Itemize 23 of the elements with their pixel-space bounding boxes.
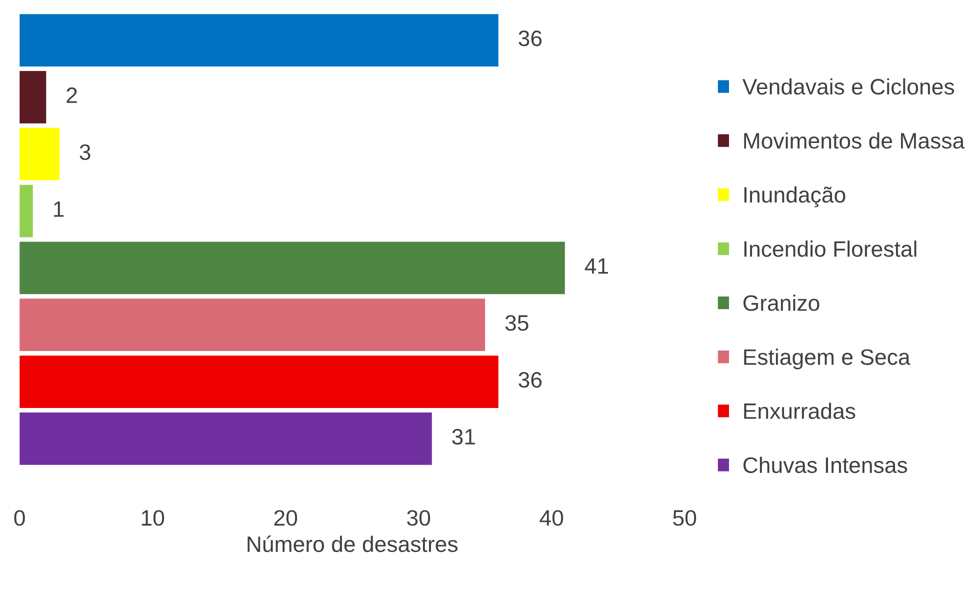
x-tick-label: 30 <box>407 510 430 526</box>
x-tick-label: 10 <box>142 510 164 526</box>
x-tick-label: 20 <box>274 510 298 526</box>
x-tick-label: 50 <box>673 510 696 526</box>
x-tick-label: 40 <box>540 510 564 526</box>
legend-label: Estiagem e Seca <box>744 348 910 370</box>
data-label: 36 <box>518 30 542 46</box>
data-label: 36 <box>518 372 542 388</box>
data-label: 35 <box>505 315 528 331</box>
legend-label: Enxurradas <box>744 402 856 420</box>
legend-label: Inundação <box>744 186 846 208</box>
legend-label: Chuvas Intensas <box>743 456 908 474</box>
data-label: 3 <box>80 144 90 160</box>
legend-label: Movimentos de Massa <box>744 132 965 149</box>
legend-label: Vendavais e Ciclones <box>742 78 954 95</box>
data-label: 2 <box>66 87 77 103</box>
legend-label: Granizo <box>743 294 820 311</box>
data-label: 41 <box>584 258 608 274</box>
x-tick-label: 0 <box>14 510 25 526</box>
data-label: 1 <box>54 201 64 217</box>
data-label: 31 <box>452 428 475 445</box>
legend-label: Incendio Florestal <box>744 240 916 257</box>
x-axis-title: Número de desastres <box>248 536 458 552</box>
